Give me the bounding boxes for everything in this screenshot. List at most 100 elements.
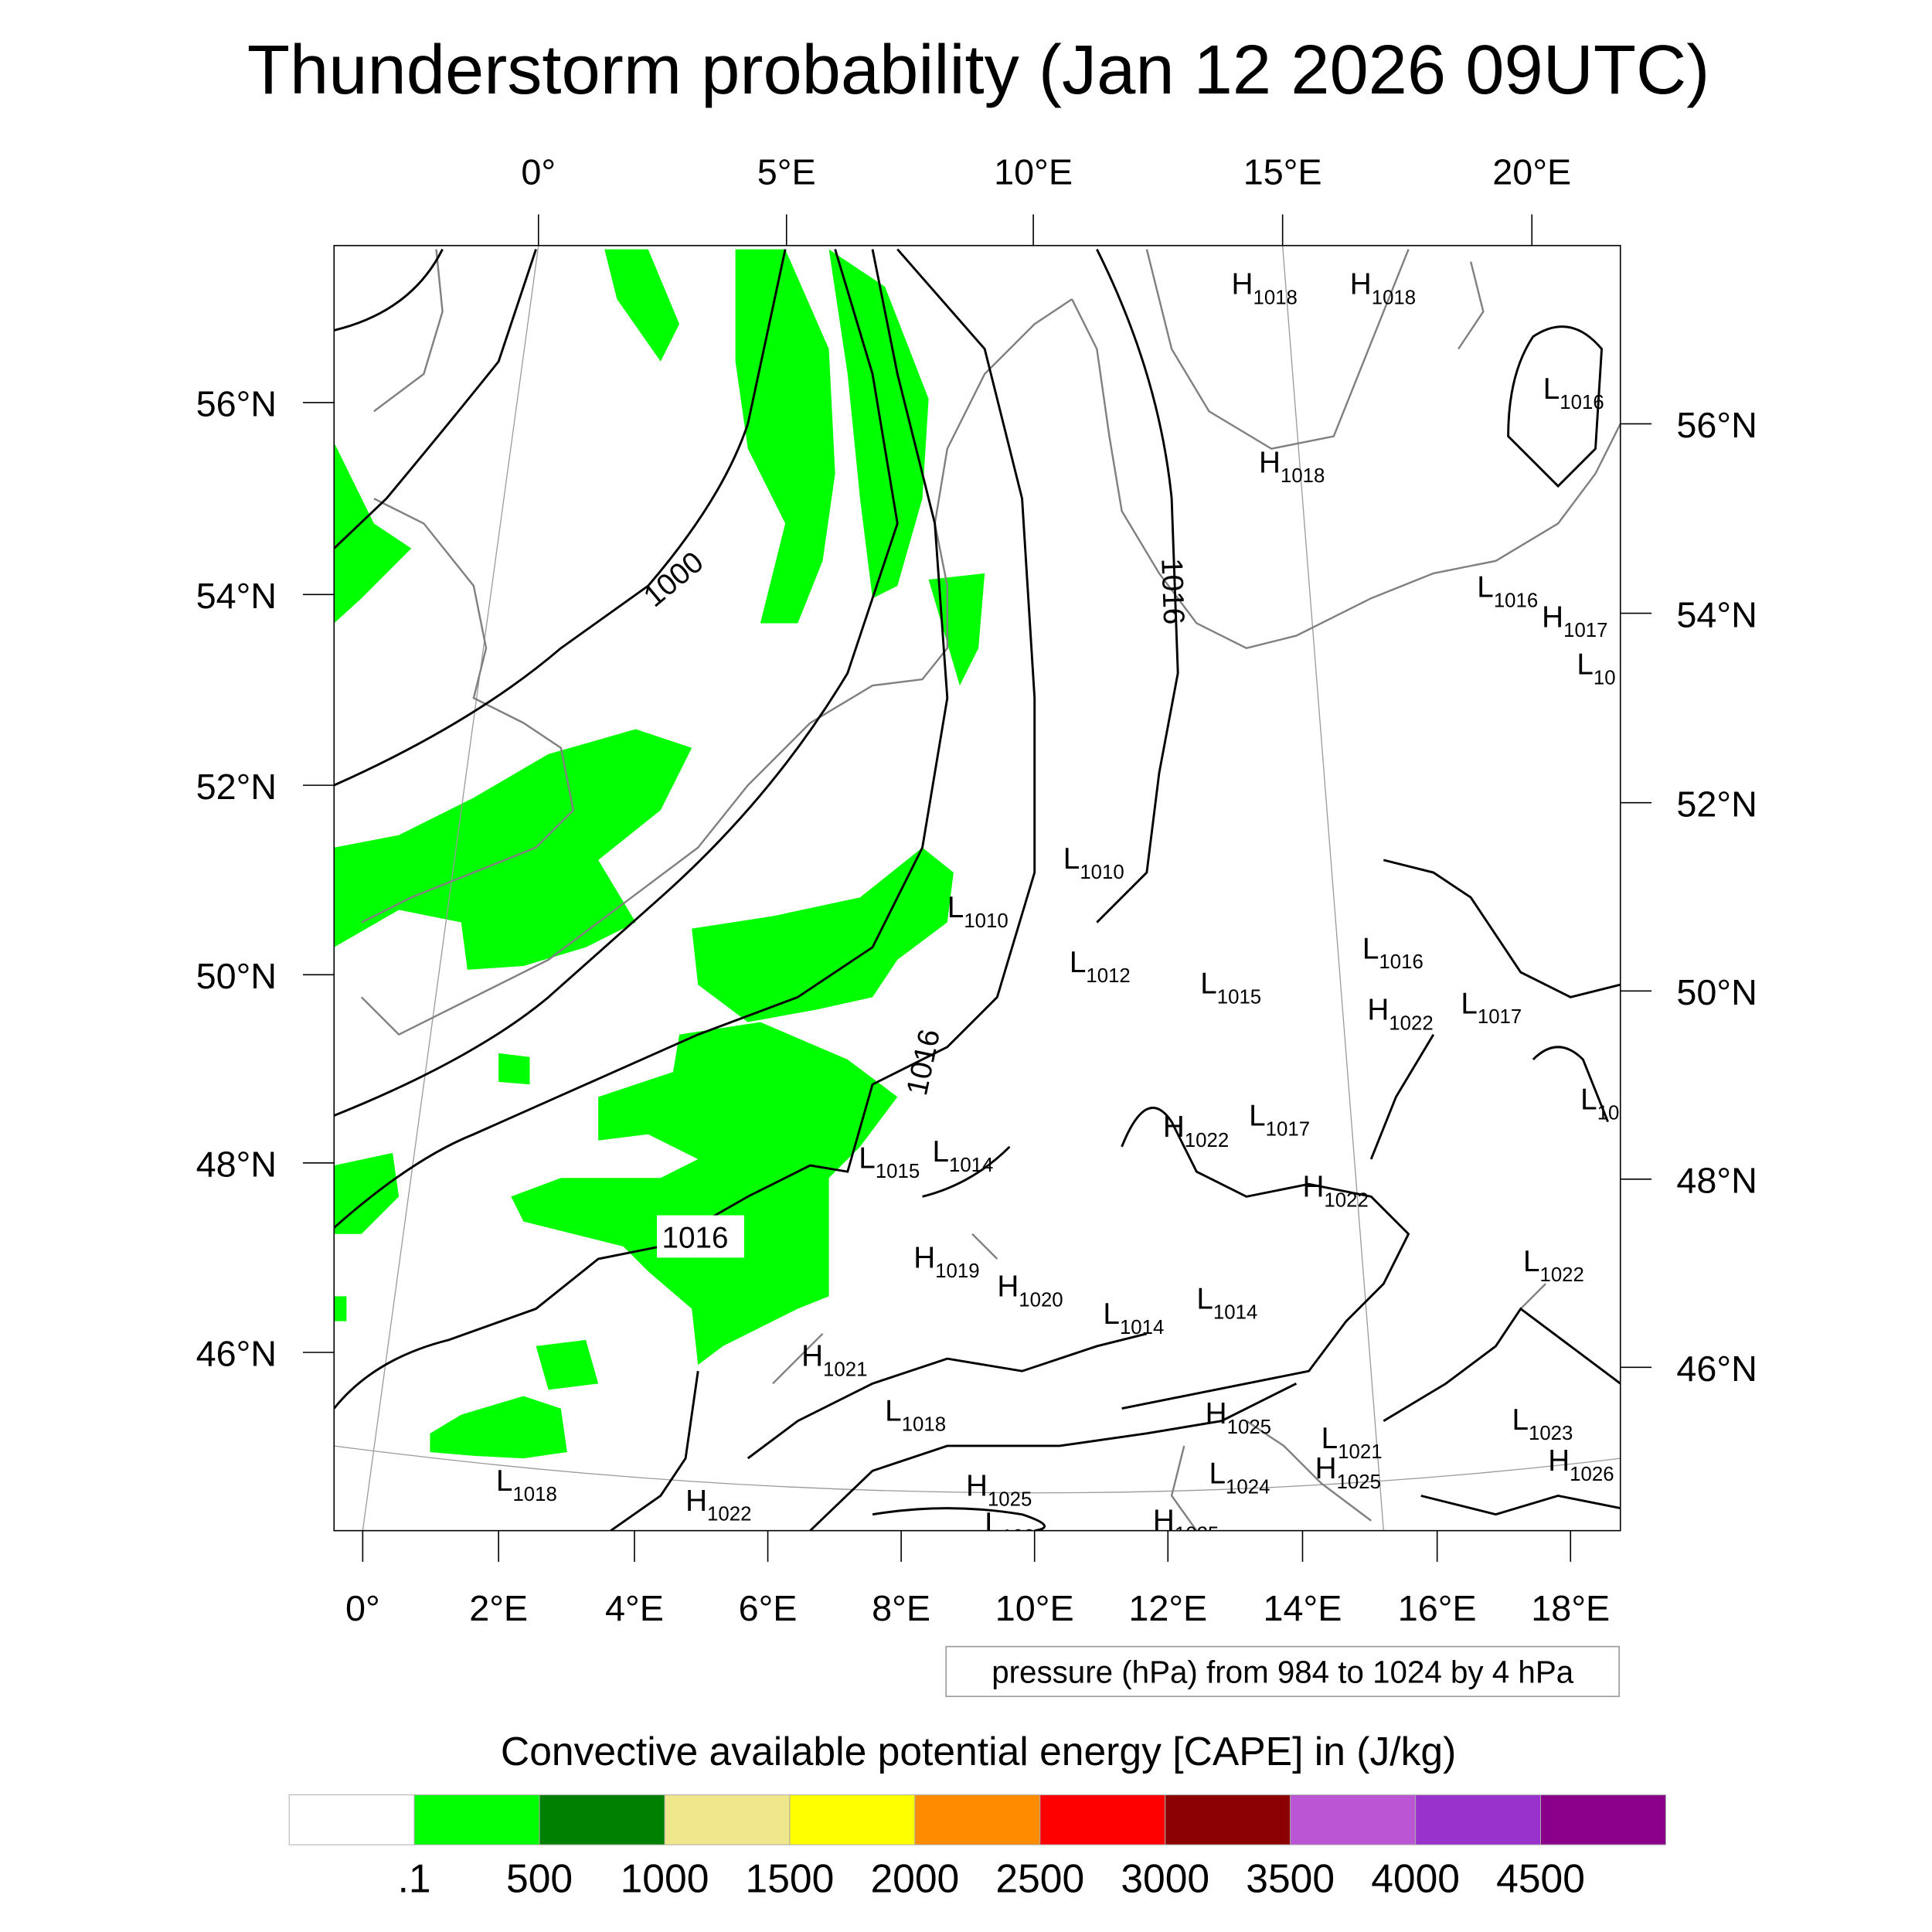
low-pressure-label: L1024: [1209, 1457, 1270, 1498]
lon-label: 18°E: [1531, 1588, 1610, 1628]
low-pressure-label: L1023: [1512, 1403, 1573, 1444]
high-pressure-label: H1025: [966, 1469, 1032, 1510]
colorbar-label: .1: [398, 1855, 431, 1900]
lat-label: 52°N: [1676, 784, 1757, 824]
low-pressure-label: L1017: [1461, 987, 1522, 1028]
low-pressure-label: L1016: [1477, 571, 1538, 612]
colorbar-label: 4500: [1496, 1855, 1585, 1900]
tick-marks: [302, 214, 1652, 1562]
lon-label: 0°: [345, 1588, 380, 1628]
cape-area: [536, 1339, 599, 1390]
lat-label: 56°N: [196, 384, 277, 424]
low-pressure-label: L1015: [1200, 967, 1261, 1008]
low-pressure-label: L1018: [496, 1464, 557, 1505]
contour-label: 1016: [662, 1222, 728, 1255]
lat-label: 50°N: [1676, 972, 1757, 1012]
high-pressure-label: H1022: [1163, 1111, 1229, 1151]
high-pressure-label: H1022: [1302, 1170, 1368, 1211]
low-pressure-label: L1014: [1196, 1283, 1257, 1324]
low-pressure-label: L1012: [1070, 946, 1131, 987]
colorbar-label: 2500: [995, 1855, 1084, 1900]
low-pressure-label: L1023: [985, 1507, 1046, 1548]
cape-area: [928, 573, 985, 686]
lat-label: 52°N: [196, 767, 277, 807]
high-pressure-label: H1025: [1153, 1505, 1219, 1546]
colorbar-swatch: [1039, 1794, 1166, 1845]
colorbar-swatch: [1540, 1794, 1666, 1845]
cape-area: [334, 729, 692, 970]
lon-label: 2°E: [469, 1588, 528, 1628]
map-area: 1000 1016 1016 1016 H1018 H1018L1016H1018…: [334, 245, 1621, 1548]
map-frame: [333, 244, 1621, 1532]
cape-area: [334, 1152, 400, 1234]
lat-label: 48°N: [1676, 1161, 1757, 1201]
high-pressure-label: H1021: [801, 1340, 867, 1381]
right-latitude-labels: 56°N 54°N 52°N 50°N 48°N 46°N: [1676, 405, 1757, 1389]
cape-area: [735, 249, 835, 624]
colorbar-label: 500: [506, 1855, 573, 1900]
low-pressure-label: L1017: [1249, 1099, 1310, 1140]
high-pressure-label: H1025: [1206, 1397, 1271, 1438]
low-pressure-label: L1014: [932, 1135, 993, 1176]
colorbar-swatch: [1290, 1794, 1417, 1845]
left-latitude-labels: 56°N 54°N 52°N 50°N 48°N 46°N: [196, 384, 277, 1374]
cape-area: [334, 1296, 347, 1321]
colorbar-swatch: [1165, 1794, 1291, 1845]
lon-label: 10°E: [994, 152, 1073, 192]
lon-label: 12°E: [1128, 1588, 1207, 1628]
coastlines: [360, 249, 1621, 1531]
low-pressure-label: L1010: [947, 891, 1009, 932]
high-pressure-label: H1019: [913, 1241, 979, 1282]
high-pressure-label: H1025: [1315, 1452, 1381, 1493]
colorbar-label: 1000: [621, 1855, 709, 1900]
high-pressure-label: H1018: [1232, 268, 1298, 309]
low-pressure-label: L1010: [1063, 842, 1124, 883]
low-pressure-label: L10: [1580, 1083, 1619, 1124]
high-pressure-label: H1017: [1542, 600, 1607, 641]
colorbar-swatch: [789, 1794, 916, 1845]
cape-area: [334, 442, 412, 624]
contour-label-box: 1016: [657, 1215, 744, 1258]
isobars: [334, 248, 1621, 1531]
colorbar-label: 3000: [1121, 1855, 1209, 1900]
cape-area: [498, 1053, 530, 1085]
high-pressure-label: H1020: [997, 1270, 1063, 1311]
cape-shading: [334, 249, 985, 1459]
lon-label: 10°E: [995, 1588, 1074, 1628]
lon-label: 6°E: [739, 1588, 798, 1628]
lat-label: 46°N: [1676, 1349, 1757, 1389]
colorbar-title: Convective available potential energy [C…: [501, 1729, 1456, 1774]
lon-label: 14°E: [1264, 1588, 1342, 1628]
colorbar: .1 500 1000 1500 2000 2500 3000 3500 4000 4500: [288, 1794, 1666, 1900]
colorbar-swatch: [539, 1794, 665, 1845]
high-pressure-label: H1022: [685, 1485, 751, 1526]
low-pressure-label: L1014: [1103, 1298, 1164, 1338]
cape-area: [604, 249, 680, 362]
colorbar-swatch: [413, 1794, 540, 1845]
low-pressure-label: L1016: [1543, 372, 1604, 413]
pressure-info-text: pressure (hPa) from 984 to 1024 by 4 hPa: [992, 1654, 1574, 1689]
cape-area: [692, 847, 954, 1022]
low-pressure-label: L1015: [859, 1141, 920, 1182]
colorbar-label: 2000: [870, 1855, 959, 1900]
lon-label: 4°E: [605, 1588, 664, 1628]
colorbar-swatch: [1415, 1794, 1542, 1845]
lat-label: 50°N: [196, 956, 277, 996]
lat-label: 54°N: [196, 576, 277, 616]
lon-label: 0°: [521, 152, 556, 192]
cape-area: [828, 249, 929, 599]
lat-label: 46°N: [196, 1334, 277, 1374]
low-pressure-label: L1021: [1321, 1422, 1383, 1463]
high-pressure-label: H1026: [1548, 1444, 1614, 1485]
lon-label: 20°E: [1492, 152, 1571, 192]
high-pressure-label: H1022: [1367, 993, 1433, 1034]
low-pressure-label: L1018: [885, 1395, 946, 1436]
high-pressure-label: H1018: [1350, 268, 1416, 309]
contour-label: 1016: [1155, 557, 1190, 625]
contour-label: 1016: [900, 1026, 947, 1098]
graticule: [334, 245, 1621, 1531]
lon-label: 16°E: [1398, 1588, 1477, 1628]
colorbar-swatch: [664, 1794, 791, 1845]
